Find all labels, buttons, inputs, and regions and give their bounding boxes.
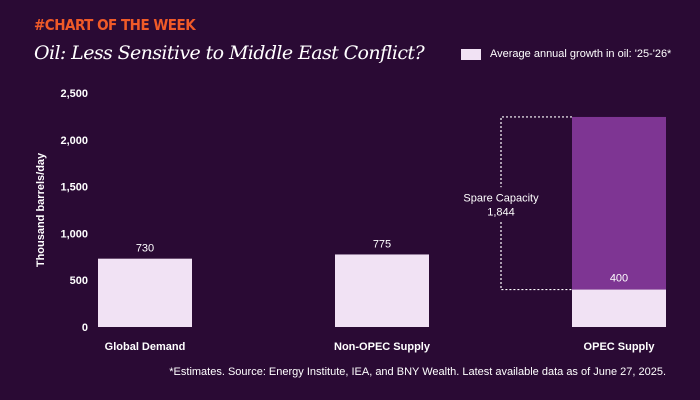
bar-non-opec-supply [335, 254, 429, 327]
y-tick-label: 2,500 [60, 88, 88, 100]
spare-capacity-value: 1,844 [487, 206, 515, 218]
x-tick-label: OPEC Supply [584, 341, 656, 353]
x-tick-label: Non-OPEC Supply [334, 341, 431, 353]
legend-label: Average annual growth in oil: '25-'26* [490, 48, 672, 60]
legend-swatch [461, 48, 481, 60]
x-tick-label: Global Demand [105, 341, 186, 353]
bar-opec-supply [572, 289, 666, 327]
footnote: *Estimates. Source: Energy Institute, IE… [169, 366, 666, 378]
bar-value-label: 730 [136, 243, 154, 255]
bar-value-label: 400 [610, 273, 628, 285]
bar-spare-capacity [572, 116, 666, 290]
y-tick-label: 2,000 [60, 135, 88, 147]
y-tick-label: 500 [70, 275, 88, 287]
chart-title: Oil: Less Sensitive to Middle East Confl… [34, 42, 425, 64]
spare-capacity-label: Spare Capacity [463, 192, 539, 204]
bar-value-label: 775 [373, 238, 391, 250]
chart-kicker: #CHART OF THE WEEK [34, 16, 196, 34]
spare-capacity-label-bg [463, 187, 543, 222]
y-axis-label: Thousand barrels/day [35, 152, 47, 267]
bar-global-demand [98, 258, 192, 327]
legend: Average annual growth in oil: '25-'26* [461, 48, 671, 60]
y-tick-label: 1,500 [60, 182, 88, 194]
y-tick-label: 1,000 [60, 228, 88, 240]
y-tick-label: 0 [82, 322, 88, 334]
